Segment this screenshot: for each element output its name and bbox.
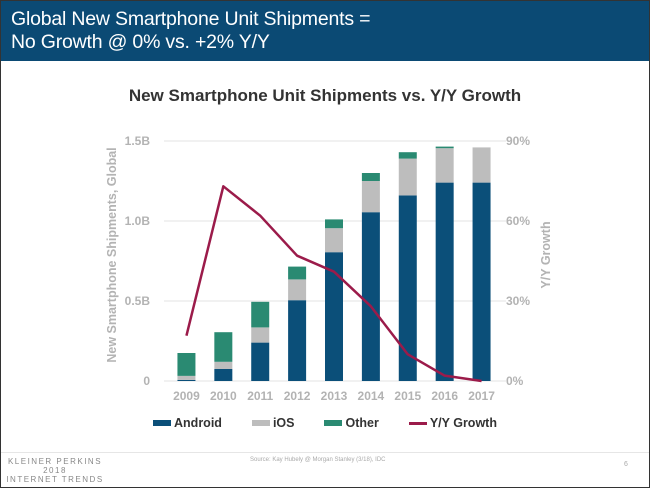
legend-swatch-other: [324, 420, 343, 426]
bar-other-2011: [251, 301, 270, 328]
y-tick-label: 0: [143, 374, 150, 388]
legend-item-other: Other: [324, 416, 379, 430]
bar-android-2013: [325, 252, 343, 381]
x-axis-labels: 2009 2010 2011 2012 2013 2014 2015 2016 2017: [173, 389, 495, 403]
bar-ios-2011: [251, 327, 270, 343]
bar-android-2012: [288, 300, 307, 381]
legend-item-ios: iOS: [251, 416, 295, 430]
y2-tick-label: 60%: [506, 214, 530, 228]
legend-label-android: Android: [174, 416, 222, 430]
y2-tick-label: 90%: [506, 134, 530, 148]
bar-android-2015: [398, 195, 417, 381]
page-number: 6: [624, 461, 628, 468]
y2-tick-label: 30%: [506, 294, 530, 308]
bar-android-2009: [177, 379, 196, 381]
y2-axis-labels: 0% 30% 60% 90%: [506, 134, 530, 388]
source-note: Source: Kay Hubely @ Morgan Stanley (3/1…: [250, 457, 386, 463]
brand-line-3: INTERNET TRENDS: [6, 475, 104, 484]
x-tick-label: 2011: [247, 389, 273, 403]
bar-android-2016: [435, 182, 454, 381]
bar-ios-2012: [288, 279, 307, 301]
bar-ios-2013: [325, 228, 343, 253]
bar-ios-2010: [214, 361, 233, 369]
slide-title-line-2: No Growth @ 0% vs. +2% Y/Y: [11, 31, 270, 53]
chart-title: New Smartphone Unit Shipments vs. Y/Y Gr…: [128, 86, 522, 105]
legend-swatch-android: [153, 420, 172, 426]
brand-line-2: 2018: [43, 466, 67, 475]
bars: [177, 146, 491, 381]
bar-other-2009: [177, 353, 196, 376]
y-axis-labels: 0 0.5B 1.0B 1.5B: [125, 134, 151, 388]
slide-title-line-1: Global New Smartphone Unit Shipments =: [11, 8, 371, 30]
slide-header: Global New Smartphone Unit Shipments = N…: [1, 1, 649, 61]
chart-legend: Android iOS Other Y/Y Growth: [0, 416, 650, 430]
bar-android-2014: [361, 212, 380, 381]
bar-other-2015: [398, 152, 417, 159]
x-tick-label: 2009: [173, 389, 200, 403]
bar-ios-2017: [472, 147, 491, 183]
y2-tick-label: 0%: [506, 374, 524, 388]
legend-item-android: Android: [153, 416, 222, 430]
legend-swatch-growth: [408, 421, 427, 425]
legend-item-growth: Y/Y Growth: [408, 416, 497, 430]
bar-other-2014: [361, 173, 380, 181]
bar-ios-2014: [361, 181, 380, 213]
x-tick-label: 2012: [284, 389, 311, 403]
brand-logo: KLEINER PERKINS 2018 INTERNET TRENDS: [6, 457, 104, 484]
growth-line-group: [185, 185, 482, 383]
bar-android-2017: [472, 182, 491, 381]
bar-other-2013: [325, 219, 343, 229]
footer-divider: [1, 452, 649, 453]
y-tick-label: 1.0B: [125, 214, 151, 228]
y-axis-title: New Smartphone Shipments, Global: [105, 147, 119, 362]
bar-ios-2009: [177, 375, 196, 380]
legend-label-growth: Y/Y Growth: [429, 416, 497, 430]
bar-other-2016: [435, 146, 454, 149]
y-tick-label: 1.5B: [125, 134, 151, 148]
bar-ios-2016: [435, 148, 454, 183]
bar-ios-2015: [398, 158, 417, 196]
bar-android-2011: [251, 342, 270, 381]
x-tick-label: 2017: [468, 389, 495, 403]
x-tick-label: 2016: [431, 389, 458, 403]
bar-other-2012: [288, 266, 307, 280]
x-tick-label: 2015: [394, 389, 421, 403]
x-tick-label: 2013: [321, 389, 348, 403]
y2-axis-title: Y/Y Growth: [539, 221, 553, 288]
legend-swatch-ios: [251, 420, 270, 426]
bar-other-2010: [214, 332, 233, 362]
brand-line-1: KLEINER PERKINS: [7, 457, 103, 466]
x-tick-label: 2010: [210, 389, 237, 403]
x-tick-label: 2014: [358, 389, 385, 403]
bar-android-2010: [214, 369, 233, 381]
legend-label-other: Other: [345, 416, 379, 430]
y-tick-label: 0.5B: [125, 294, 151, 308]
legend-label-ios: iOS: [272, 416, 295, 430]
